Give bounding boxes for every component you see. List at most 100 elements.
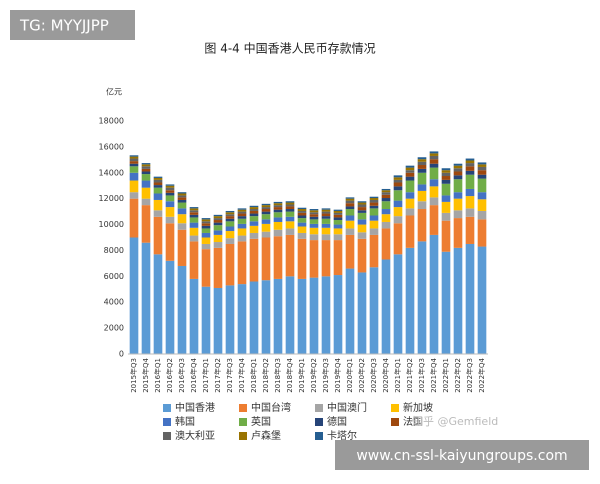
bar-segment: [333, 275, 343, 354]
bar-segment: [393, 182, 403, 187]
bar-segment: [225, 216, 235, 219]
bar-segment: [213, 230, 223, 235]
bar-segment: [201, 223, 211, 226]
bar-segment: [477, 246, 487, 354]
bar-segment: [153, 177, 163, 180]
bar-segment: [369, 267, 379, 354]
bar-segment: [237, 209, 247, 212]
bar-segment: [345, 220, 355, 229]
bar-segment: [369, 202, 379, 206]
bar-segment: [129, 172, 139, 181]
bar-segment: [477, 219, 487, 247]
bar-segment: [477, 210, 487, 220]
bar-segment: [177, 265, 187, 354]
bar-segment: [333, 209, 343, 211]
bar-segment: [345, 206, 355, 210]
bar-segment: [333, 224, 343, 229]
x-tick-label: 2020年Q2: [357, 358, 366, 393]
bar-segment: [285, 216, 295, 222]
bar-segment: [417, 161, 427, 166]
x-tick-label: 2022年Q1: [441, 358, 450, 393]
x-tick-label: 2016年Q4: [189, 357, 198, 392]
bar-segment: [309, 214, 319, 217]
bar-segment: [189, 217, 199, 223]
bar-segment: [333, 228, 343, 235]
bar-segment: [381, 214, 391, 222]
bar-segment: [165, 184, 175, 186]
bar-segment: [165, 190, 175, 193]
bar-segment: [189, 208, 199, 211]
bar-segment: [189, 241, 199, 279]
x-tick-label: 2015年Q4: [141, 357, 150, 392]
bar-segment: [189, 222, 199, 228]
bar-segment: [477, 178, 487, 193]
bar-segment: [201, 249, 211, 287]
bar-segment: [357, 201, 367, 203]
bar-segment: [381, 209, 391, 215]
bar-segment: [477, 162, 487, 165]
bar-segment: [441, 179, 451, 184]
bar-segment: [285, 234, 295, 277]
bar-segment: [345, 234, 355, 269]
bar-segment: [405, 247, 415, 354]
legend-swatch: [315, 404, 323, 412]
x-tick-label: 2016年Q1: [153, 358, 162, 393]
bar-segment: [345, 198, 355, 201]
bar-segment: [417, 157, 427, 160]
bar-segment: [357, 212, 367, 220]
bar-segment: [393, 177, 403, 180]
bar-segment: [393, 190, 403, 201]
x-tick-label: 2016年Q3: [177, 358, 186, 393]
tag-box: [10, 10, 135, 40]
bar-segment: [213, 220, 223, 223]
bar-segment: [141, 205, 151, 243]
bar-segment: [285, 276, 295, 354]
y-tick-label: 6000: [104, 272, 124, 281]
bar-segment: [273, 212, 283, 218]
x-tick-label: 2022年Q3: [465, 358, 474, 393]
bar-segment: [381, 221, 391, 229]
bar-segment: [213, 222, 223, 226]
bar-segment: [477, 170, 487, 175]
bar-segment: [225, 226, 235, 232]
bar-segment: [465, 160, 475, 164]
bar-segment: [477, 199, 487, 211]
bar-segment: [297, 278, 307, 354]
x-tick-label: 2021年Q3: [417, 358, 426, 393]
bar-segment: [213, 216, 223, 219]
bar-segment: [189, 278, 199, 354]
bar-segment: [129, 192, 139, 199]
legend-label: 卢森堡: [251, 429, 281, 442]
bar-segment: [465, 208, 475, 217]
bar-segment: [309, 209, 319, 211]
bar-segment: [129, 158, 139, 162]
y-tick-label: 0: [119, 350, 124, 359]
bar-segment: [453, 247, 463, 354]
legend-label: 英国: [251, 415, 271, 428]
bar-segment: [465, 196, 475, 209]
x-tick-label: 2019年Q4: [333, 357, 342, 392]
bar-segment: [357, 202, 367, 205]
bar-segment: [441, 201, 451, 213]
x-tick-label: 2022年Q4: [477, 357, 486, 392]
bar-segment: [237, 218, 247, 224]
bar-segment: [309, 219, 319, 224]
x-tick-label: 2021年Q4: [429, 357, 438, 392]
bar-segment: [429, 153, 439, 156]
bar-segment: [417, 190, 427, 202]
legend-label: 法国: [403, 415, 423, 428]
bar-segment: [405, 170, 415, 173]
bar-segment: [429, 205, 439, 235]
bar-segment: [201, 218, 211, 220]
bar-segment: [165, 185, 175, 188]
bar-segment: [153, 193, 163, 200]
bar-segment: [429, 186, 439, 198]
bar-segment: [405, 215, 415, 248]
bar-segment: [153, 176, 163, 178]
x-tick-label: 2020年Q4: [381, 357, 390, 392]
bar-segment: [381, 192, 391, 195]
bar-segment: [189, 212, 199, 215]
bar-segment: [477, 164, 487, 167]
bar-segment: [249, 221, 259, 226]
bar-segment: [273, 201, 283, 204]
